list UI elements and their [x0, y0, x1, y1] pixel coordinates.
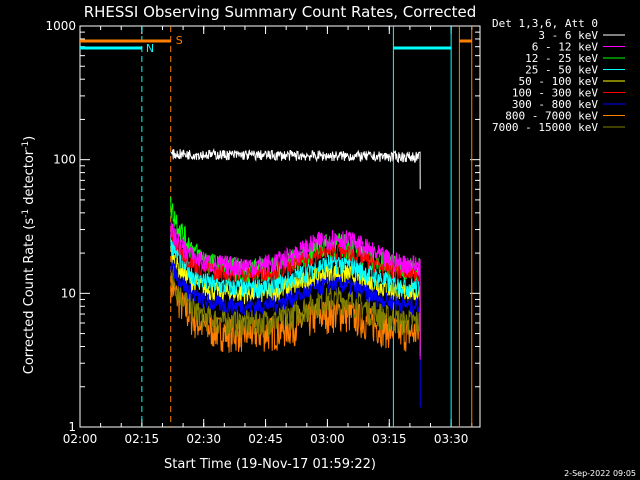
legend-label: 25 - 50 keV: [525, 64, 598, 77]
x-tick-label: 03:00: [310, 432, 345, 446]
x-tick-label: 03:15: [372, 432, 407, 446]
legend-label: 12 - 25 keV: [525, 52, 598, 65]
legend-label: 800 - 7000 keV: [505, 110, 598, 123]
y-label-sup1: -1: [21, 209, 31, 218]
timestamp: 2-Sep-2022 09:05: [564, 469, 636, 478]
plot-area: 1 10 100 1000 02:00 02:15 02:30 02:45 03:00 03:15…: [45, 19, 481, 446]
series-line: [170, 196, 421, 357]
y-tick-label: 1000: [45, 19, 76, 33]
legend-header: Det 1,3,6, Att 0: [492, 17, 598, 30]
legend-label: 300 - 800 keV: [512, 98, 598, 111]
night-label: N: [146, 42, 154, 55]
saa-label: S: [176, 34, 183, 47]
x-tick-label: 02:45: [248, 432, 283, 446]
chart-title: RHESSI Observing Summary Count Rates, Co…: [84, 3, 477, 21]
y-label-sup2: -1: [21, 141, 31, 150]
x-tick-label: 02:30: [186, 432, 221, 446]
series-line: [170, 270, 421, 353]
legend-label: 3 - 6 keV: [538, 29, 598, 42]
y-tick-label: 100: [53, 153, 76, 167]
legend-label: 100 - 300 keV: [512, 87, 598, 100]
series-line: [170, 148, 421, 190]
legend-label: 6 - 12 keV: [532, 41, 599, 54]
y-tick-label: 10: [61, 286, 76, 300]
series-line: [170, 221, 421, 360]
series-line: [170, 230, 421, 347]
series-line: [170, 259, 421, 408]
x-axis-label: Start Time (19-Nov-17 01:59:22): [164, 457, 376, 472]
plot-frame: [79, 25, 481, 428]
series-line: [170, 234, 421, 353]
y-label-main: Corrected Count Rate (s: [22, 218, 37, 375]
legend-label: 7000 - 15000 keV: [492, 121, 598, 134]
y-label-mid: detector: [22, 149, 37, 209]
x-tick-label: 03:30: [434, 432, 469, 446]
y-axis-label: Corrected Count Rate (s-1 detector-1): [21, 136, 37, 374]
x-tick-label: 02:00: [63, 432, 98, 446]
x-tick-label: 02:15: [125, 432, 160, 446]
y-label-end: ): [22, 136, 37, 141]
legend-label: 50 - 100 keV: [519, 75, 599, 88]
y-tick-label: 1: [68, 420, 76, 434]
